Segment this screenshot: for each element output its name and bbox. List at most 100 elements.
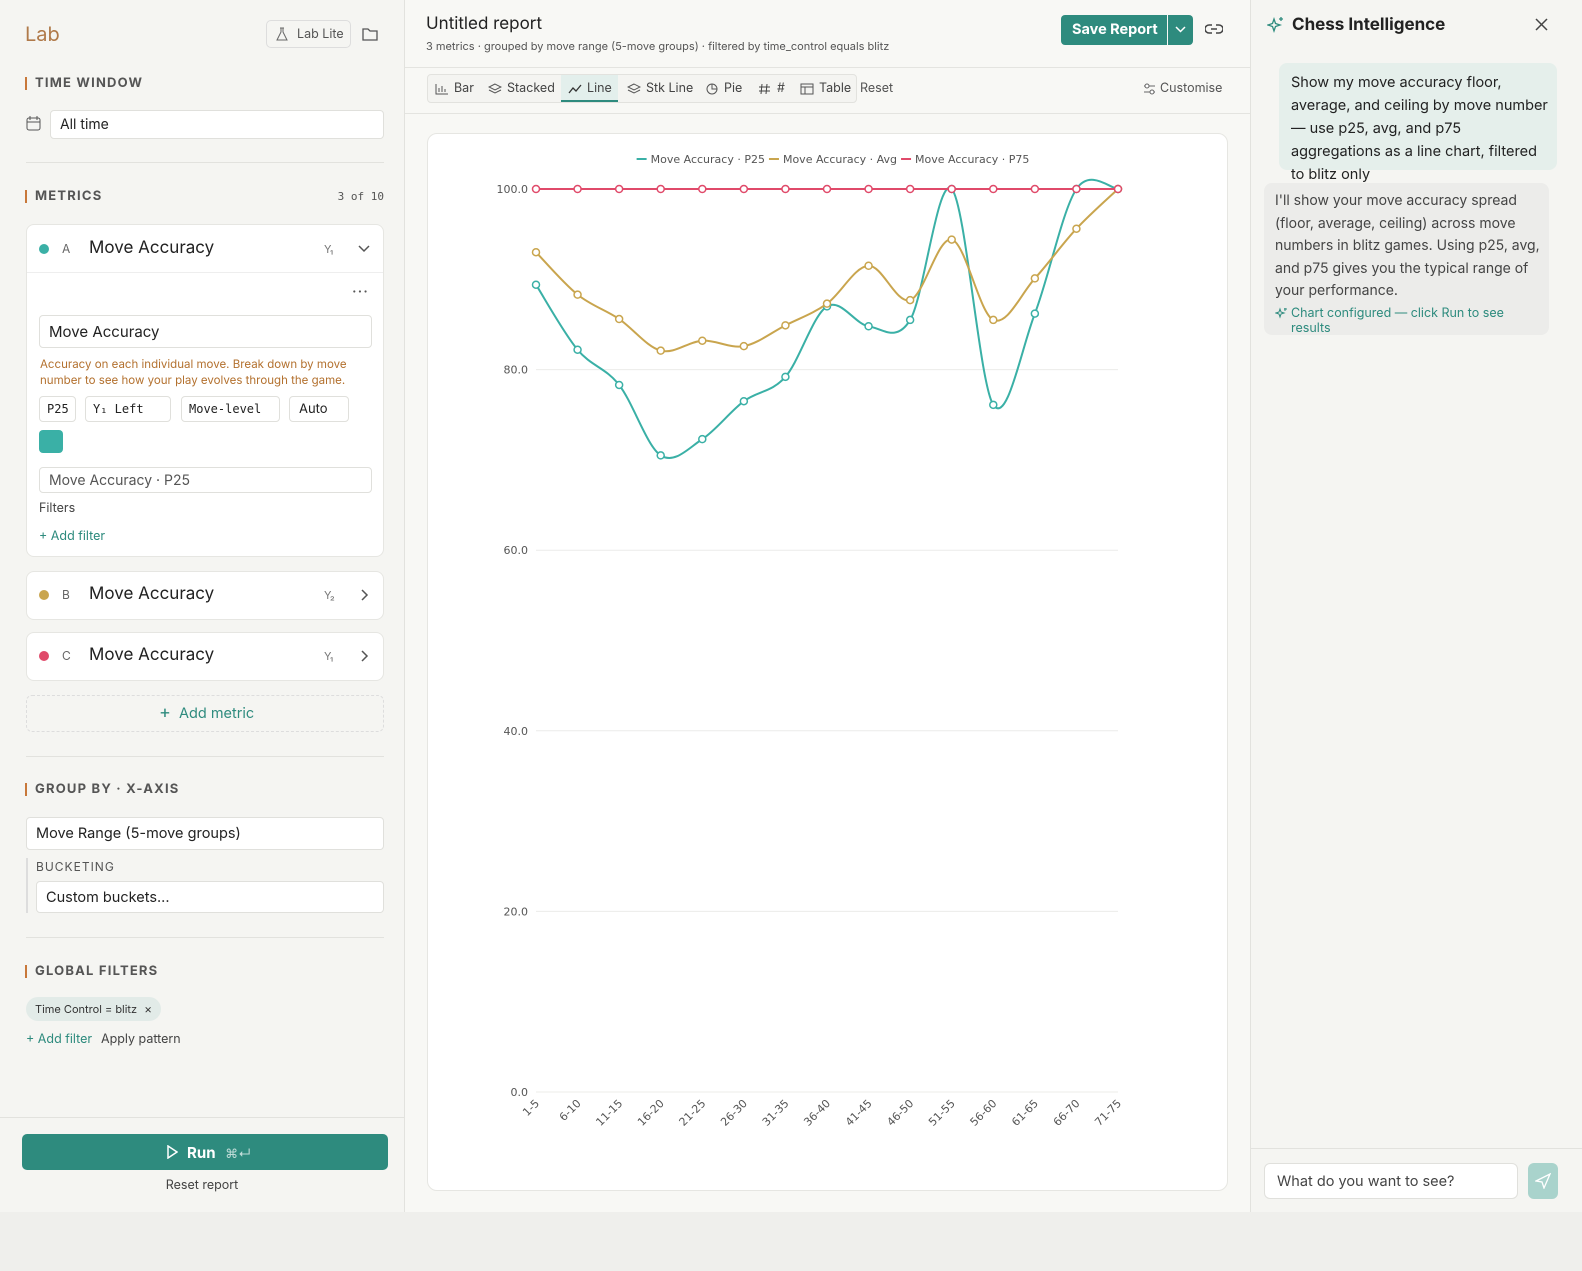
divider: [405, 113, 1250, 114]
active-tab: [561, 75, 618, 102]
level-select[interactable]: Move-level: [181, 396, 280, 422]
select-value: P25: [47, 402, 69, 416]
sparkle-icon: [1275, 307, 1287, 319]
status-text: Chart configured — click Run to see resu…: [1291, 305, 1504, 336]
tab-label: #: [777, 81, 785, 96]
tab-label: Pie: [724, 81, 743, 96]
chevron-down: [1175, 26, 1186, 33]
divider: [0, 1117, 404, 1118]
send-button[interactable]: [1528, 1163, 1558, 1199]
assistant-panel: Chess Intelligence Show my move accuracy…: [1250, 0, 1582, 1212]
select-value: Move Range (5-move groups): [36, 825, 241, 842]
sidebar: Lab Lab Lite TIME WINDOW All time METRIC…: [0, 0, 405, 1212]
input-value: Move Accuracy: [49, 322, 160, 341]
tab[interactable]: Bar: [429, 76, 474, 101]
divider: [1251, 1148, 1582, 1149]
add-metric-button[interactable]: + Add metric: [26, 695, 384, 732]
save-dropdown[interactable]: [1168, 15, 1193, 45]
tab[interactable]: #: [752, 76, 785, 101]
metric-count: 3 of 10: [337, 190, 384, 203]
bucketing-label: BUCKETING: [36, 859, 115, 874]
add-filter[interactable]: + Add filter: [26, 1032, 93, 1047]
folder-icon[interactable]: [362, 27, 378, 41]
name-input[interactable]: Move Accuracy: [39, 315, 372, 348]
indent-line: [26, 858, 28, 913]
chevron-down[interactable]: [358, 244, 370, 254]
tab[interactable]: Pie: [699, 76, 742, 101]
section-title: GROUP BY · X-AXIS: [25, 783, 180, 796]
reset-report[interactable]: Reset report: [165, 1178, 239, 1193]
divider: [405, 67, 1250, 68]
link-icon[interactable]: [1205, 22, 1223, 36]
calendar-icon: [26, 116, 41, 131]
reply-text: I'll show your move accuracy spread (flo…: [1275, 192, 1540, 300]
color-swatch[interactable]: [39, 430, 63, 453]
tab-label: Bar: [454, 81, 474, 96]
metric-card[interactable]: B Move Accuracy Y₂: [26, 571, 384, 620]
chart-type-tabs: [427, 74, 857, 103]
lab-lite-button[interactable]: Lab Lite: [266, 20, 351, 48]
metric-name: Move Accuracy: [89, 584, 215, 604]
save-button[interactable]: Save Report: [1061, 15, 1167, 45]
divider: [26, 162, 384, 163]
input-value: Move Accuracy · P25: [49, 471, 191, 489]
axis-select[interactable]: Y₁ Left: [85, 396, 171, 422]
sparkle-icon: [1267, 16, 1283, 34]
tab-label: Stacked: [507, 81, 555, 96]
tab[interactable]: Line: [562, 76, 612, 101]
select-value: Auto: [299, 401, 328, 417]
metric-axis: Y₁: [324, 242, 334, 256]
report-title[interactable]: Untitled report: [426, 14, 543, 34]
tab[interactable]: Stk Line: [621, 76, 693, 101]
divider: [26, 937, 384, 938]
bucketing-select[interactable]: Custom buckets...: [36, 881, 384, 913]
section-title: TIME WINDOW: [25, 77, 143, 90]
tab-icon: [706, 83, 718, 94]
metric-axis: Y₁: [324, 649, 334, 663]
panel-title: Chess Intelligence: [1292, 15, 1446, 35]
placeholder: What do you want to see?: [1277, 1172, 1455, 1190]
flask-icon: [276, 27, 288, 41]
metric-name: Move Accuracy: [89, 238, 215, 258]
tab[interactable]: Table: [794, 76, 851, 101]
metric-letter: B: [62, 587, 70, 602]
metric-card[interactable]: C Move Accuracy Y₁: [26, 632, 384, 681]
user-message: Show my move accuracy floor, average, an…: [1279, 63, 1557, 183]
chevron-right: [361, 589, 369, 601]
divider: [26, 756, 384, 757]
label-input[interactable]: Move Accuracy · P25: [39, 467, 372, 493]
close-button[interactable]: [1535, 18, 1548, 31]
tab-icon: [759, 83, 770, 94]
tab-icon: [488, 82, 502, 94]
run-button[interactable]: Run ⌘↵: [22, 1134, 388, 1170]
metric-dot: [39, 244, 49, 254]
more-menu[interactable]: ···: [352, 281, 369, 301]
customise-button[interactable]: Customise: [1160, 81, 1223, 96]
select-value: Y₁ Left: [93, 402, 144, 416]
chart-card: [427, 133, 1228, 1191]
tab-icon: [435, 83, 448, 94]
add-filter[interactable]: + Add filter: [39, 529, 106, 544]
brand: Lab: [25, 22, 60, 46]
tab-icon: [568, 84, 582, 93]
chat-input[interactable]: What do you want to see?: [1264, 1163, 1518, 1199]
metric-name: Move Accuracy: [89, 645, 215, 665]
button-label: Add metric: [179, 705, 255, 722]
report-subtitle: 3 metrics · grouped by move range (5-mov…: [426, 39, 890, 53]
chip-remove[interactable]: ×: [144, 1001, 153, 1016]
group-by-select[interactable]: Move Range (5-move groups): [26, 817, 384, 850]
tab-label: Stk Line: [646, 81, 694, 96]
metric-header[interactable]: [27, 225, 383, 273]
tab[interactable]: Stacked: [482, 76, 555, 101]
apply-pattern[interactable]: Apply pattern: [101, 1032, 181, 1047]
reset-button[interactable]: Reset: [860, 81, 894, 96]
filter-chip[interactable]: Time Control = blitz ×: [26, 997, 162, 1021]
tab-label: Line: [587, 81, 612, 96]
aggregation-select[interactable]: P25: [39, 396, 76, 422]
mode-select[interactable]: Auto: [289, 396, 349, 422]
metric-axis: Y₂: [324, 588, 335, 602]
time-window-select[interactable]: All time: [50, 110, 384, 139]
play-icon: [167, 1145, 178, 1159]
report-area: Untitled report 3 metrics · grouped by m…: [405, 0, 1250, 1212]
metric-card: A Move Accuracy Y₁ ··· Move Accuracy Acc…: [26, 224, 384, 557]
